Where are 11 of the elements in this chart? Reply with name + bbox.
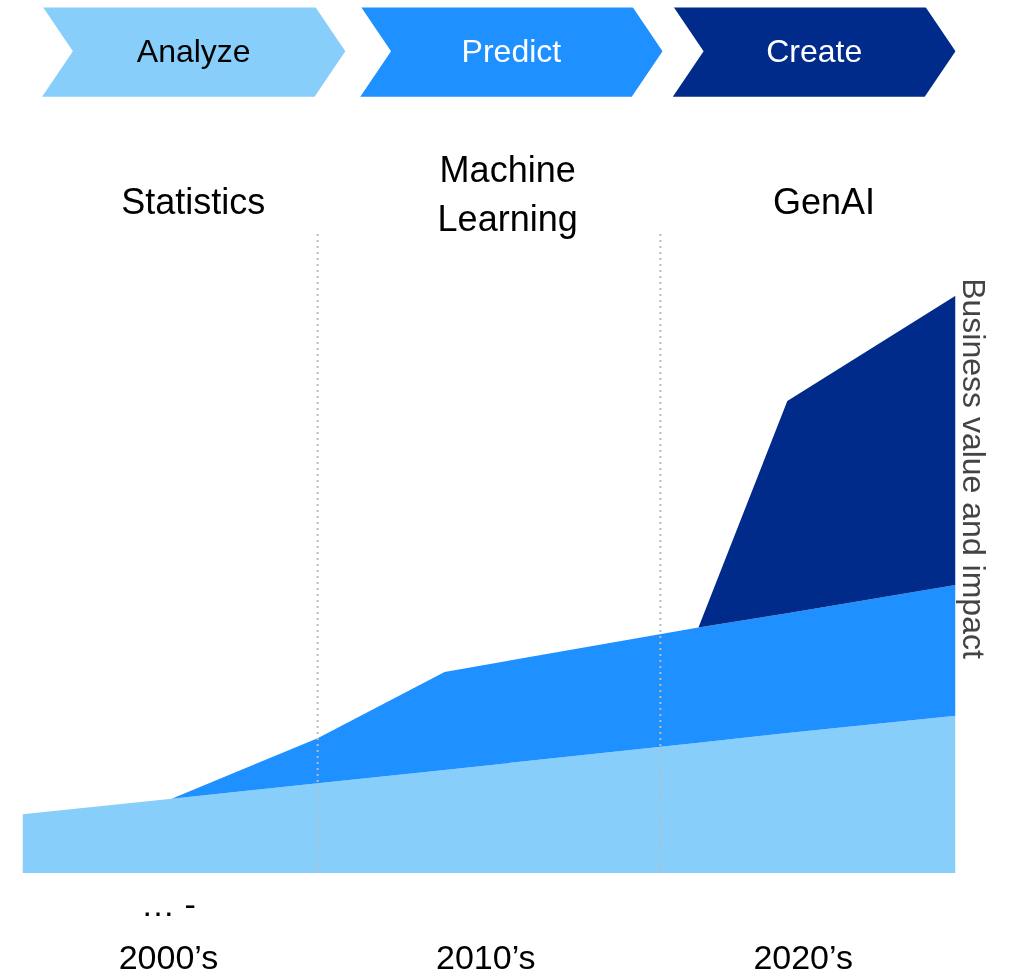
text: Statistics [121, 181, 266, 223]
x-tick-label: 2000’s [118, 937, 219, 976]
text: Machine Learning [437, 148, 578, 239]
text: GenAI [772, 181, 875, 223]
x-tick-label: 2010’s [436, 937, 536, 976]
text: Analyze [136, 33, 251, 70]
text: … - [141, 884, 196, 923]
text: Predict [461, 33, 562, 70]
text: Create [766, 33, 863, 70]
x-tick-label: 2020’s [753, 937, 853, 976]
y-axis-title: Business value and impact [955, 278, 992, 659]
